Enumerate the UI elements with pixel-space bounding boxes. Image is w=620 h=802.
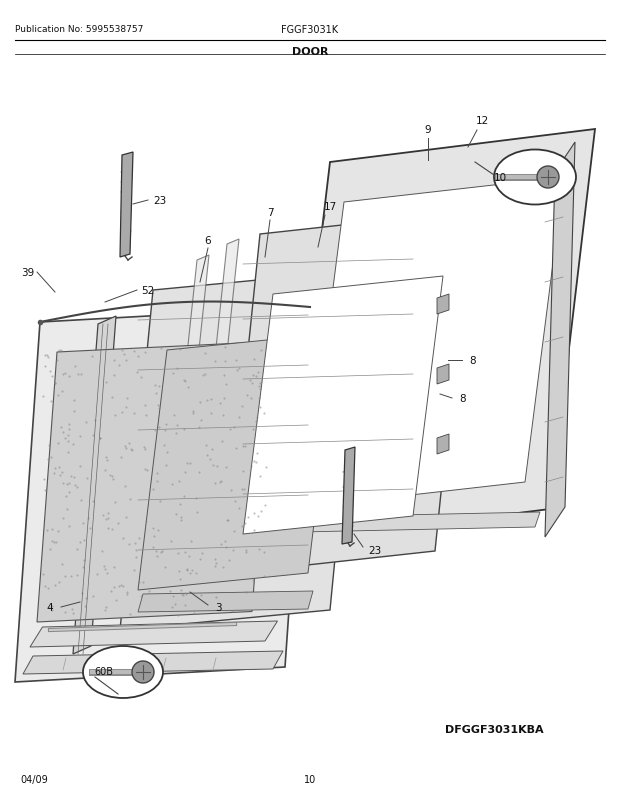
Circle shape bbox=[537, 167, 559, 188]
Text: 3: 3 bbox=[215, 602, 221, 612]
Text: Publication No: 5995538757: Publication No: 5995538757 bbox=[15, 25, 143, 34]
Text: 23: 23 bbox=[153, 196, 167, 206]
Text: 17: 17 bbox=[324, 202, 337, 212]
Polygon shape bbox=[190, 240, 239, 594]
Polygon shape bbox=[243, 277, 443, 534]
Polygon shape bbox=[160, 256, 209, 610]
Text: 23: 23 bbox=[368, 545, 382, 555]
Text: DOOR: DOOR bbox=[292, 47, 328, 57]
Text: eReplacementParts.com: eReplacementParts.com bbox=[234, 396, 386, 409]
Text: 9: 9 bbox=[425, 125, 432, 135]
Text: 4: 4 bbox=[46, 602, 53, 612]
Text: 10: 10 bbox=[494, 172, 507, 183]
Text: FGGF3031K: FGGF3031K bbox=[281, 25, 339, 35]
Text: 12: 12 bbox=[476, 115, 489, 126]
Text: 04/09: 04/09 bbox=[20, 774, 48, 784]
Polygon shape bbox=[225, 212, 470, 574]
Polygon shape bbox=[15, 308, 310, 683]
Polygon shape bbox=[545, 143, 575, 537]
Polygon shape bbox=[285, 130, 595, 542]
Polygon shape bbox=[305, 178, 564, 508]
Text: 52: 52 bbox=[141, 286, 154, 296]
Polygon shape bbox=[437, 435, 449, 455]
Polygon shape bbox=[138, 591, 313, 612]
Polygon shape bbox=[73, 317, 116, 654]
Text: 8: 8 bbox=[459, 394, 466, 403]
Text: DFGGF3031KBA: DFGGF3031KBA bbox=[445, 724, 544, 734]
Polygon shape bbox=[37, 342, 272, 622]
Ellipse shape bbox=[83, 646, 163, 698]
Polygon shape bbox=[120, 153, 133, 257]
Ellipse shape bbox=[494, 150, 576, 205]
Text: 60B: 60B bbox=[94, 666, 113, 676]
Text: 8: 8 bbox=[470, 355, 476, 366]
Text: 7: 7 bbox=[267, 208, 273, 217]
Polygon shape bbox=[437, 365, 449, 384]
Polygon shape bbox=[437, 294, 449, 314]
Polygon shape bbox=[342, 448, 355, 545]
Polygon shape bbox=[30, 622, 278, 647]
Text: 6: 6 bbox=[205, 236, 211, 245]
Polygon shape bbox=[120, 270, 363, 630]
Polygon shape bbox=[23, 651, 283, 674]
Polygon shape bbox=[138, 334, 337, 590]
Text: 39: 39 bbox=[21, 268, 35, 277]
Text: 10: 10 bbox=[304, 774, 316, 784]
Polygon shape bbox=[300, 512, 540, 533]
Circle shape bbox=[132, 661, 154, 683]
